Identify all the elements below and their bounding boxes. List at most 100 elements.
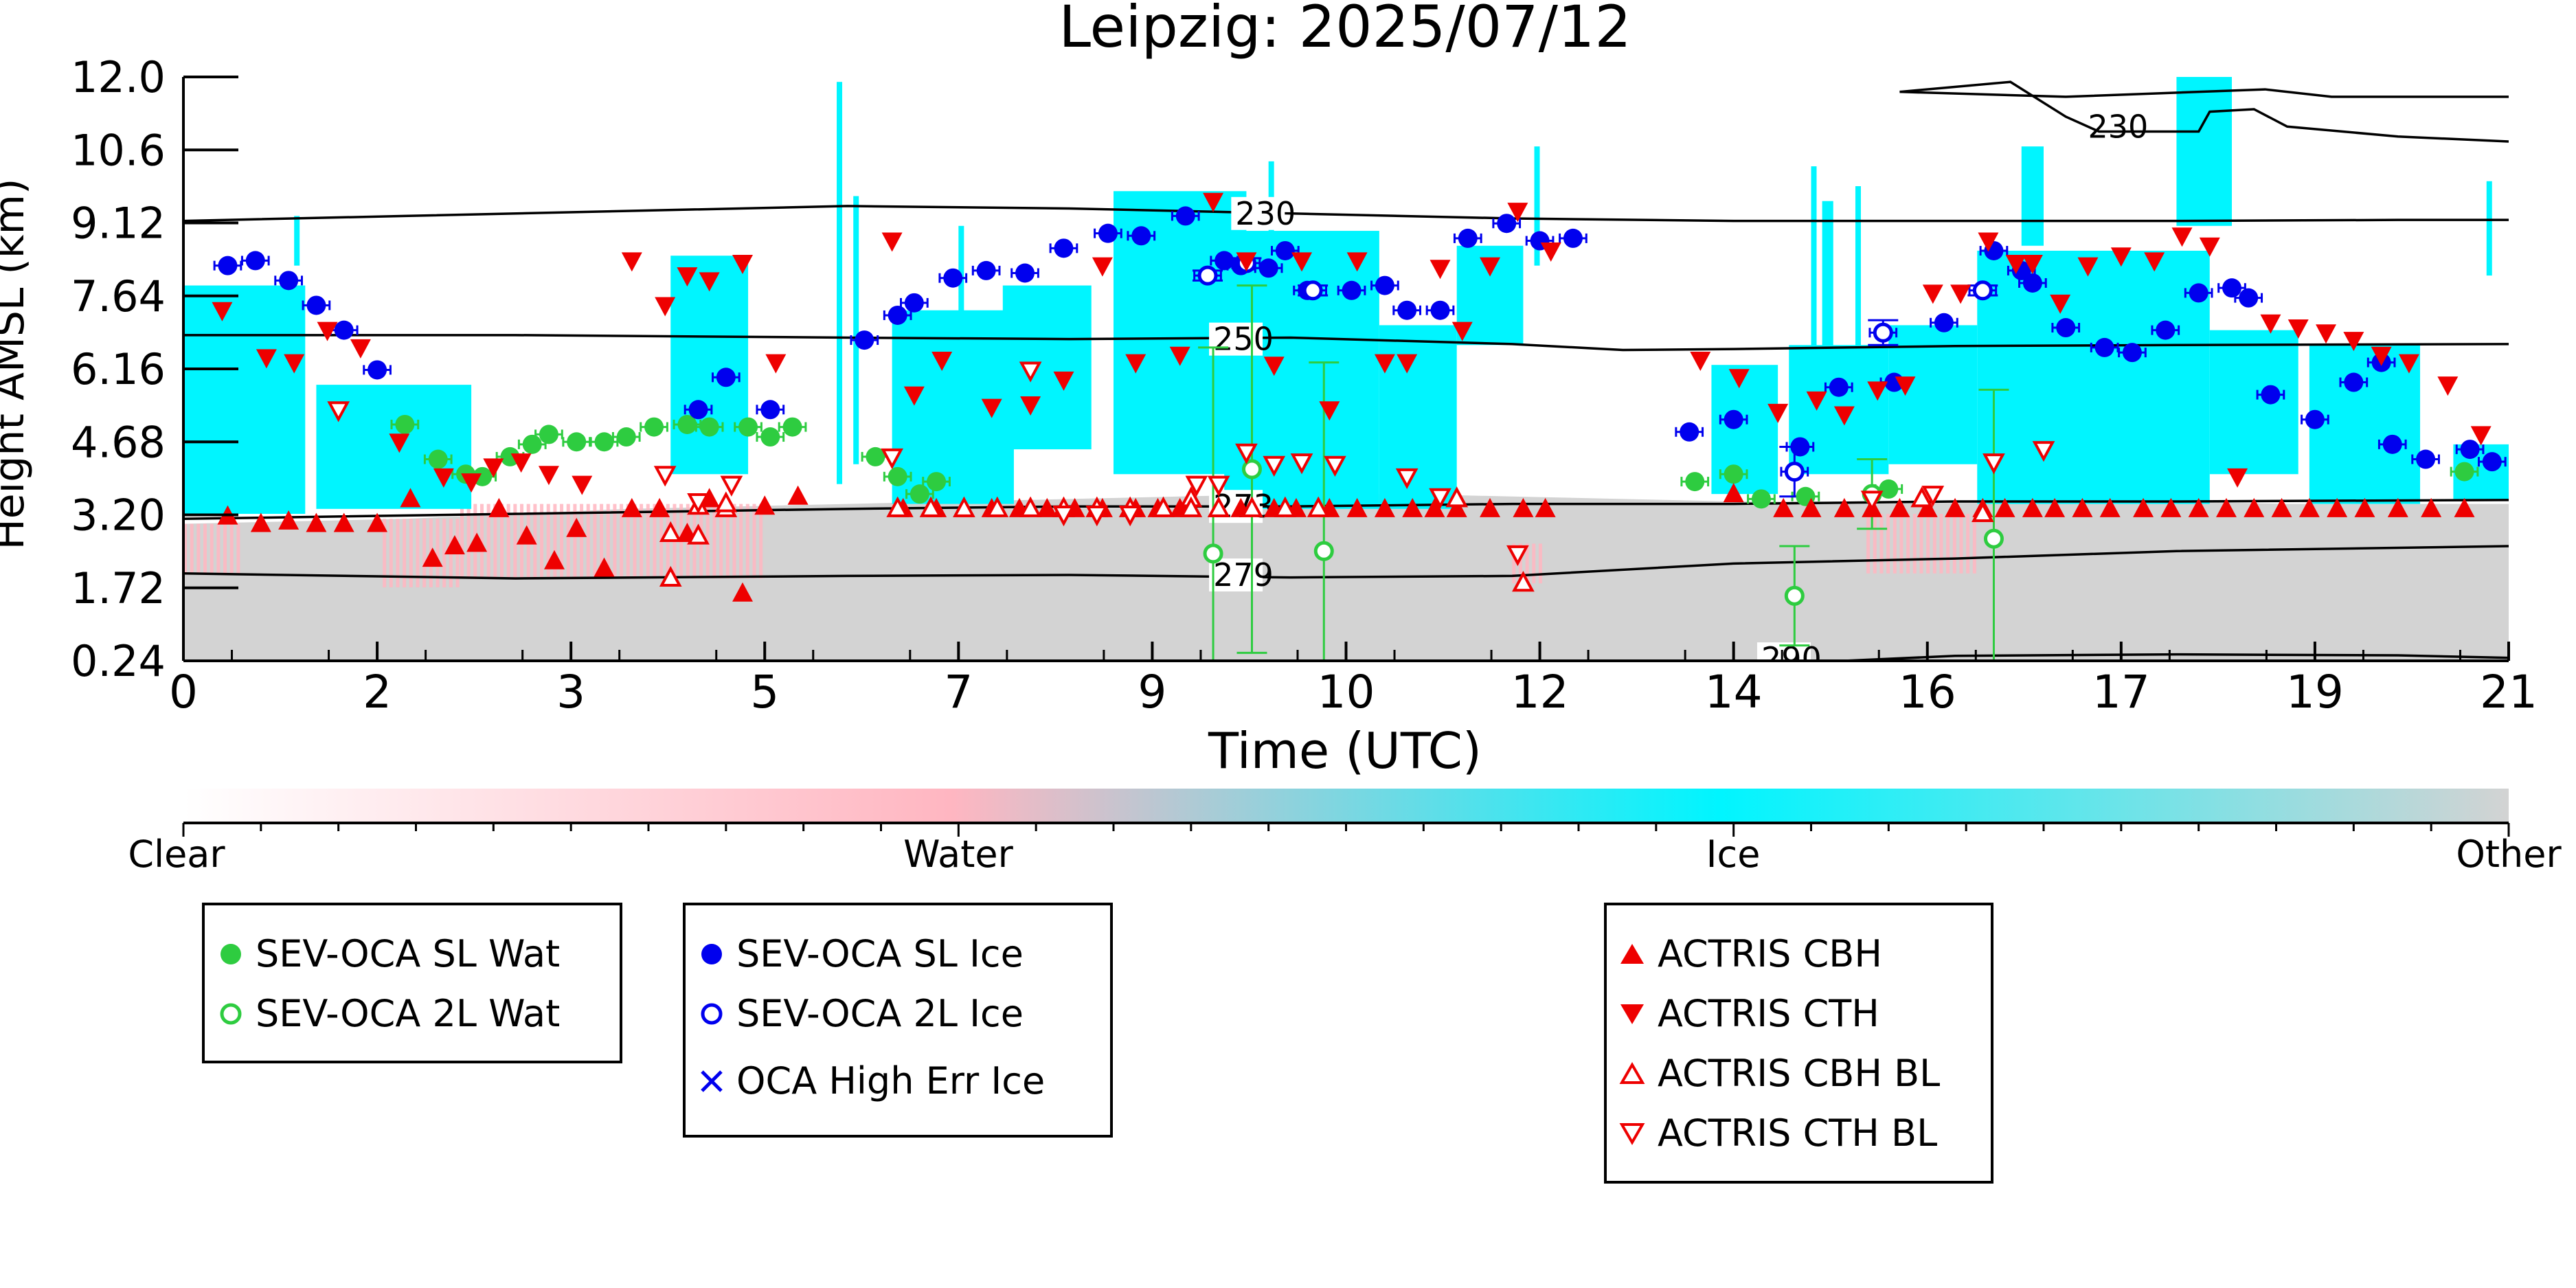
class-water-streak [460, 504, 464, 579]
actris-cbh-point [1513, 497, 1534, 517]
x-tick-label: 14 [1705, 666, 1763, 719]
sev-oca-sl-ice-point [1790, 437, 1810, 457]
class-ice-streak [294, 216, 300, 266]
actris-cbh-point [1535, 497, 1556, 517]
actris-cbh-point [422, 547, 443, 567]
actris-cth-point [510, 453, 532, 473]
actris-cth-point [1806, 391, 1827, 411]
actris-cbh-point [1945, 497, 1966, 517]
actris-cth-point [2260, 314, 2281, 334]
legend-label-cbh-bl: ACTRIS CBH BL [1658, 1052, 1940, 1095]
sev-oca-sl-ice-point [888, 305, 907, 325]
actris-cth-point [1895, 376, 1916, 396]
actris-cth-point [765, 354, 787, 374]
actris-cbh-point [278, 510, 300, 530]
actris-cbh-bl-point [1019, 496, 1042, 517]
actris-cth-bl-point [327, 401, 350, 422]
class-water-streak [513, 504, 517, 579]
sev-oca-sl-ice-point [716, 368, 736, 387]
x-tick-label: 12 [1511, 666, 1569, 719]
class-water-streak [1919, 514, 1923, 574]
actris-cth-point [981, 398, 1002, 418]
actris-cth-point [483, 458, 504, 478]
actris-cth-bl-point [1263, 455, 1286, 477]
legend-frame [1604, 903, 1993, 1184]
actris-cbh-point [367, 512, 388, 532]
legend-label-cbh: ACTRIS CBH [1658, 932, 1882, 975]
class-ice-region [1711, 365, 1778, 495]
class-water-streak [190, 523, 194, 574]
actris-cbh-point [2160, 497, 2182, 517]
class-water-streak [1879, 514, 1884, 574]
class-water-streak [1906, 514, 1910, 574]
class-ice-streak [2486, 181, 2492, 276]
actris-cth-bl-point [1118, 506, 1142, 527]
class-water-streak [436, 519, 440, 588]
actris-cth-point [1978, 232, 1999, 252]
actris-cbh-point [2298, 497, 2320, 517]
actris-cbh-point [2354, 497, 2375, 517]
sev-oca-sl-ice-point [334, 320, 354, 340]
actris-cbh-point [1374, 497, 1395, 517]
sev-oca-sl-ice-point [1015, 263, 1035, 283]
y-tick-label: 7.64 [71, 271, 166, 321]
actris-cbh-bl-point [1512, 571, 1535, 592]
class-water-streak [705, 504, 710, 579]
actris-cth-point [2227, 468, 2248, 488]
sev-oca-sl-wat-point [594, 432, 614, 452]
actris-cth-point [903, 386, 925, 406]
actris-cbh-bl-point [986, 496, 1009, 517]
isotherm-line [1899, 88, 2509, 98]
sev-oca-sl-ice-point [1131, 226, 1151, 246]
sev-oca-2l-ice-point [1197, 265, 1218, 286]
sev-oca-sl-wat-point [473, 466, 493, 486]
class-water-streak [183, 523, 187, 574]
sev-oca-sl-ice-point [2022, 273, 2042, 293]
class-ice-region [1977, 250, 2210, 504]
actris-cth-bl-point [1207, 475, 1230, 497]
actris-cth-point [1169, 346, 1190, 366]
legend-marker-2l-ice [701, 1003, 723, 1025]
y-tick-label: 1.72 [71, 563, 166, 613]
actris-cth-bl-point [1085, 506, 1109, 527]
sev-oca-sl-ice-point [688, 400, 708, 420]
isotherm-label-bg [2083, 110, 2138, 144]
actris-cth-bl-point [1324, 455, 1346, 477]
legend-actris: ACTRIS CBH ACTRIS CTH ACTRIS CBH BL ACTR… [1604, 903, 1993, 1184]
sev-oca-sl-wat-point [644, 417, 664, 437]
x-tick-label: 16 [1899, 666, 1956, 719]
sev-oca-sl-wat-point [522, 434, 542, 454]
sev-oca-sl-ice-point [306, 295, 326, 315]
actris-cth-bl-point [1290, 453, 1313, 475]
actris-cbh-point [2271, 497, 2292, 517]
class-ice-region [1888, 325, 1978, 464]
class-water-streak [633, 504, 637, 579]
class-water-streak [725, 504, 730, 579]
actris-cth-point [1397, 354, 1418, 374]
actris-cbh-point [2188, 497, 2209, 517]
actris-cbh-point [516, 525, 537, 545]
actris-cbh-bl-point [1445, 486, 1469, 508]
sev-oca-sl-ice-point [368, 360, 387, 380]
class-ice-region [183, 285, 306, 515]
y-ticks: 0.24 1.72 3.20 4.68 6.16 7.64 9.12 10.6 12.0 [71, 52, 238, 686]
actris-cbh-point [2387, 497, 2408, 517]
y-tick-label: 12.0 [71, 52, 166, 102]
actris-cbh-point [1424, 497, 1445, 517]
x-tick-label: 2 [363, 666, 392, 719]
class-water-streak [626, 504, 630, 579]
actris-cbh-point [2099, 497, 2121, 517]
legend-ice: SEV-OCA SL Ice SEV-OCA 2L Ice OCA High E… [683, 903, 1113, 1138]
colorbar-gradient [183, 789, 2509, 823]
sev-oca-sl-wat-point [760, 427, 780, 447]
actris-cbh-point [787, 485, 809, 505]
actris-cth-point [2077, 257, 2099, 277]
class-water-streak [1932, 514, 1936, 574]
actris-cbh-point [1773, 497, 1794, 517]
class-water-streak [1926, 514, 1930, 574]
x-ticks: 0 2 3 5 7 9 10 12 14 16 17 19 21 [169, 642, 2538, 719]
x-axis-label: Time (UTC) [1208, 722, 1482, 780]
legend-label-high-err-ice: OCA High Err Ice [736, 1059, 1045, 1103]
actris-cth-point [732, 255, 754, 275]
actris-cbh-point [1480, 497, 1501, 517]
